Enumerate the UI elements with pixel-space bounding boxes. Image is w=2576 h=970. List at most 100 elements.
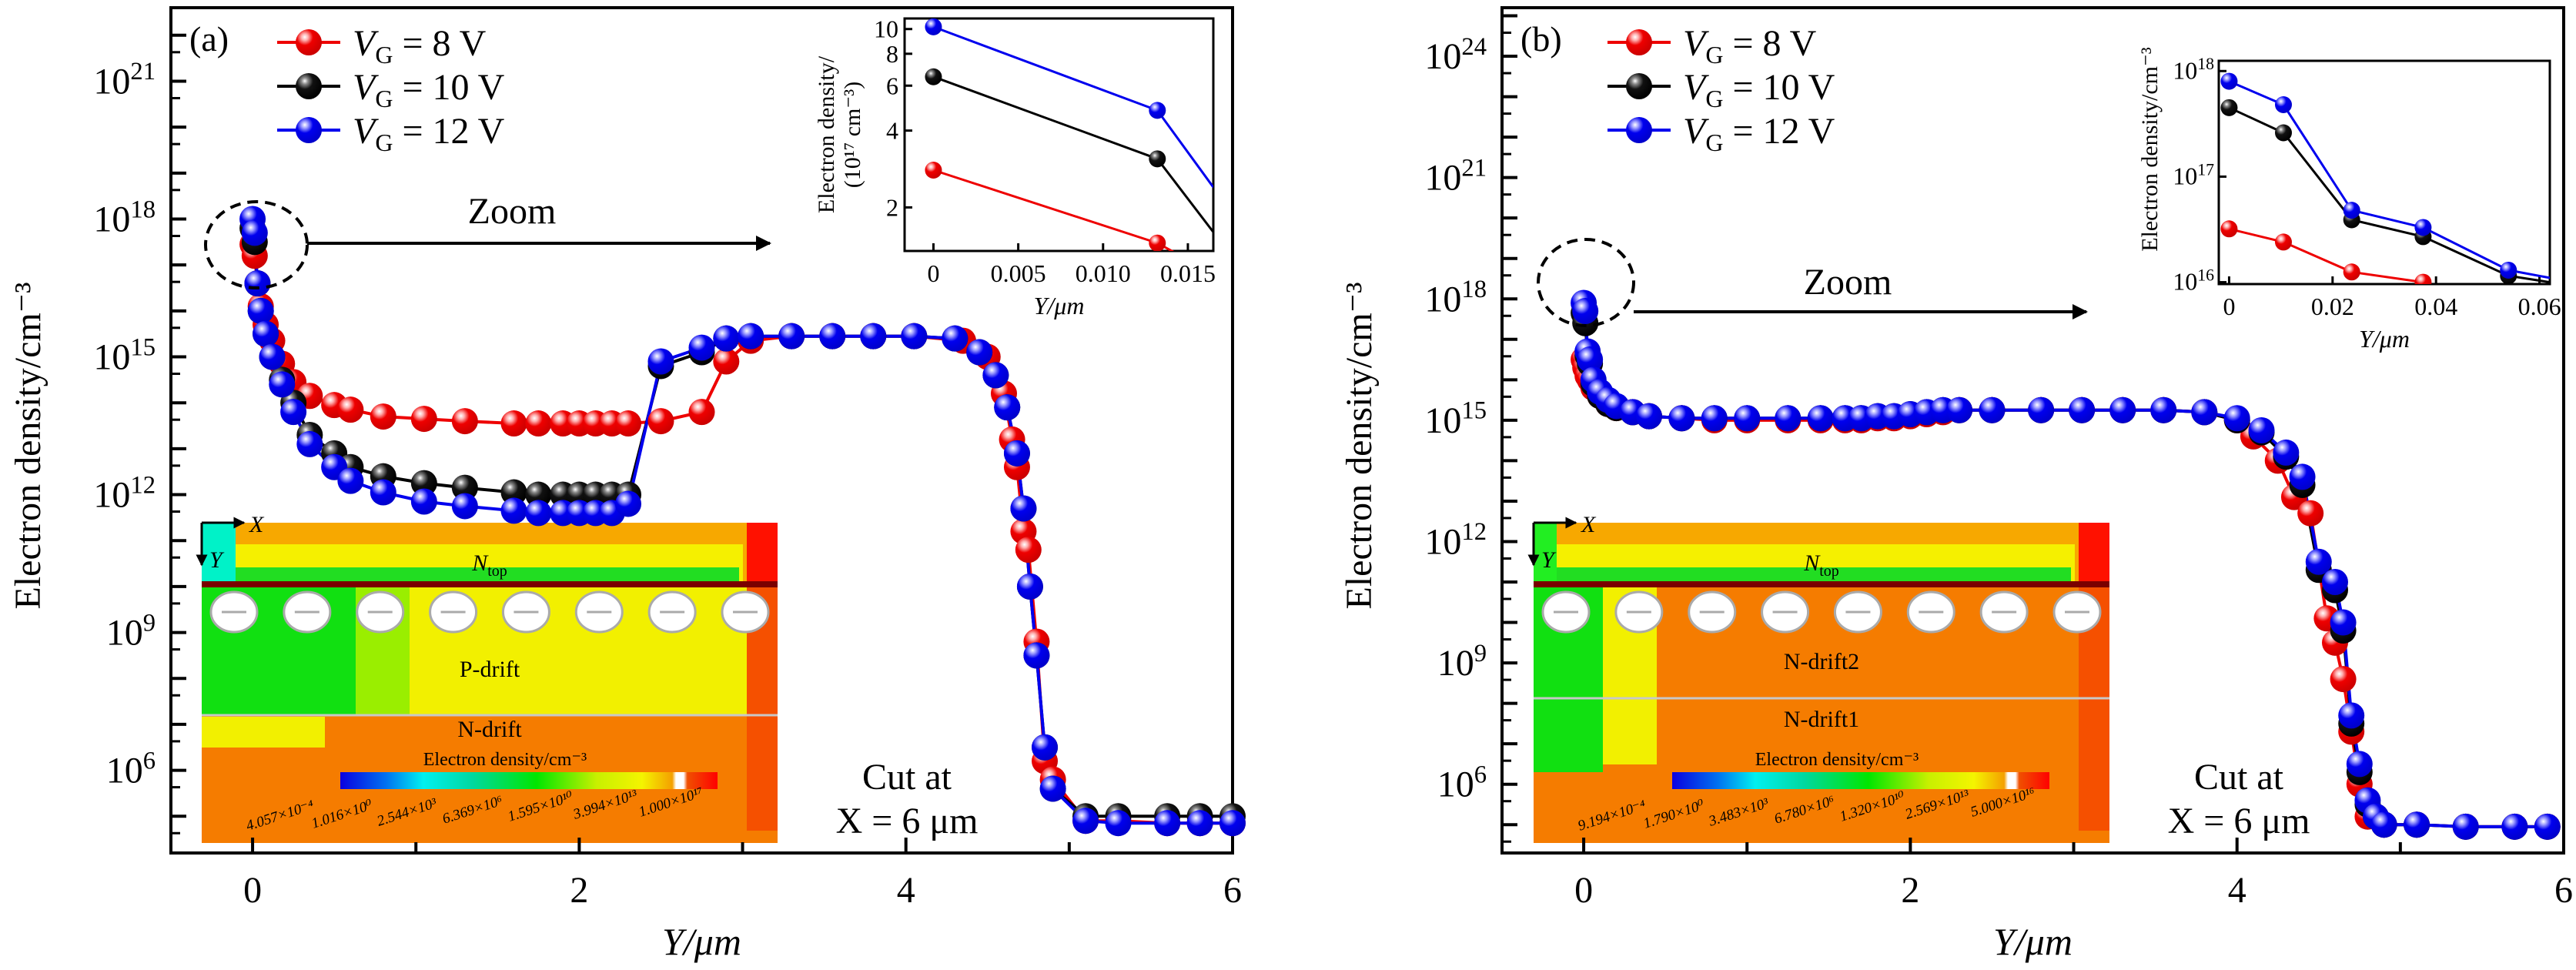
zoom-circle [1537,238,1635,327]
data-point-3 [2338,702,2365,729]
y-tick-label: 1018 [1424,276,1487,319]
legend-marker [1626,73,1652,99]
data-point-3 [337,467,364,494]
device-cross-section-inset: XY Ntop P-drift N-drift Electron density/cm⁻… [196,512,778,843]
data-point-3 [1946,396,1973,423]
inset-frame [2217,59,2551,286]
data-point-3 [1219,810,1246,837]
zoom-annotation: Zoom [204,191,771,289]
data-point-2 [410,470,437,497]
data-point-3 [2150,396,2177,423]
oxide-layer [202,581,778,587]
inset-data-point-2 [1149,150,1166,168]
inset-x-title: Y/μm [2359,325,2410,353]
ntop-green [202,567,739,581]
legend-label: VG = 8 V [1683,23,1817,69]
n-drift-yellow [202,717,325,748]
data-point-3 [1023,642,1050,669]
plot-frame [1500,6,2565,855]
inset-data-point-3 [2500,261,2517,279]
panel-b: XY Ntop N-drift2 N-drift1 Electron density/c… [1339,6,2573,963]
region-label: N-drift [457,717,522,742]
data-point-3 [2330,609,2357,636]
inset-x-tick-label: 0.02 [2311,293,2354,320]
y-tick-label: 1015 [93,333,156,377]
y-tick-label: 1012 [93,471,156,515]
inset-x-tick-label: 0 [2223,293,2235,320]
y-axis-letter: Y [209,547,225,573]
inset-data-point-2 [925,68,942,85]
inset-data-point-1 [2343,263,2360,281]
data-point-2 [500,479,527,506]
data-point-3 [2321,569,2348,596]
inset-data-point-3 [2274,96,2292,114]
inset-data-point-3 [2414,219,2432,236]
data-point-3 [1105,810,1132,837]
ntop-contact [2079,523,2109,581]
inset-data-point-3 [2220,72,2238,90]
x-tick-label: 6 [1223,870,1242,911]
data-point-2 [525,481,552,508]
data-point-3 [713,325,740,352]
colorbar [1672,772,2049,789]
data-point-3 [1003,440,1030,467]
x-tick-label: 6 [2554,870,2573,911]
data-point-3 [410,488,437,515]
inset-x-title: Y/μm [1034,292,1085,319]
data-point-3 [738,323,764,350]
legend-label: VG = 10 V [1683,67,1835,112]
legend-marker [296,73,322,99]
data-point-1 [688,399,715,426]
panel-label: (a) [189,19,229,59]
inset-x-tick-label: 0.04 [2414,293,2457,320]
inset-data-point-3 [925,18,942,35]
inset-data-point-3 [2343,202,2360,219]
y-axis-title: Electron density/cm⁻³ [1339,283,1380,610]
data-point-3 [860,323,887,350]
region-label: P-drift [460,657,520,682]
region-label: N-drift2 [1784,649,1859,674]
data-point-3 [2069,396,2096,423]
data-point-3 [1186,810,1213,837]
y-tick-label: 106 [106,747,156,791]
plot-frame [169,6,1234,855]
data-point-3 [688,334,715,361]
cut-label-line2: X = 6 μm [2168,801,2310,841]
data-point-1 [615,410,642,437]
inset-series-line-1 [2229,227,2424,284]
inset-data-point-3 [1149,102,1166,119]
zoom-label: Zoom [1804,262,1892,303]
data-point-1 [647,408,674,435]
data-point-1 [2330,666,2357,693]
data-point-3 [2223,405,2250,432]
colorbar-title: Electron density/cm⁻³ [423,750,587,770]
inset-y-tick-label: 2 [886,193,898,221]
legend-label: VG = 10 V [353,67,505,112]
data-point-3 [296,430,323,457]
data-point-3 [994,394,1021,421]
data-point-3 [451,493,478,520]
y-tick-label: 1015 [1424,397,1487,441]
x-axis-letter: X [1581,512,1597,537]
data-point-3 [1032,734,1059,761]
data-point-2 [451,474,478,501]
legend-marker [1626,29,1652,55]
x-tick-label: 0 [243,870,262,911]
data-point-3 [1154,810,1181,837]
ntop-cyan [202,523,236,581]
data-point-1 [337,396,364,423]
data-point-3 [615,490,642,517]
data-point-3 [819,323,846,350]
inset-data-point-1 [2414,273,2432,284]
data-point-3 [370,479,396,506]
inset-frame [903,17,1215,253]
region-label-ntop: Ntop [1803,550,1839,580]
inset-x-tick-label: 0.005 [991,259,1046,287]
legend-label: VG = 8 V [353,23,487,69]
x-axis-title: Y/μm [662,920,741,963]
data-point-3 [2501,813,2528,840]
inset-x-tick-label: 0 [927,259,939,287]
inset-data-point-1 [1149,234,1166,251]
data-point-1 [1015,537,1042,564]
